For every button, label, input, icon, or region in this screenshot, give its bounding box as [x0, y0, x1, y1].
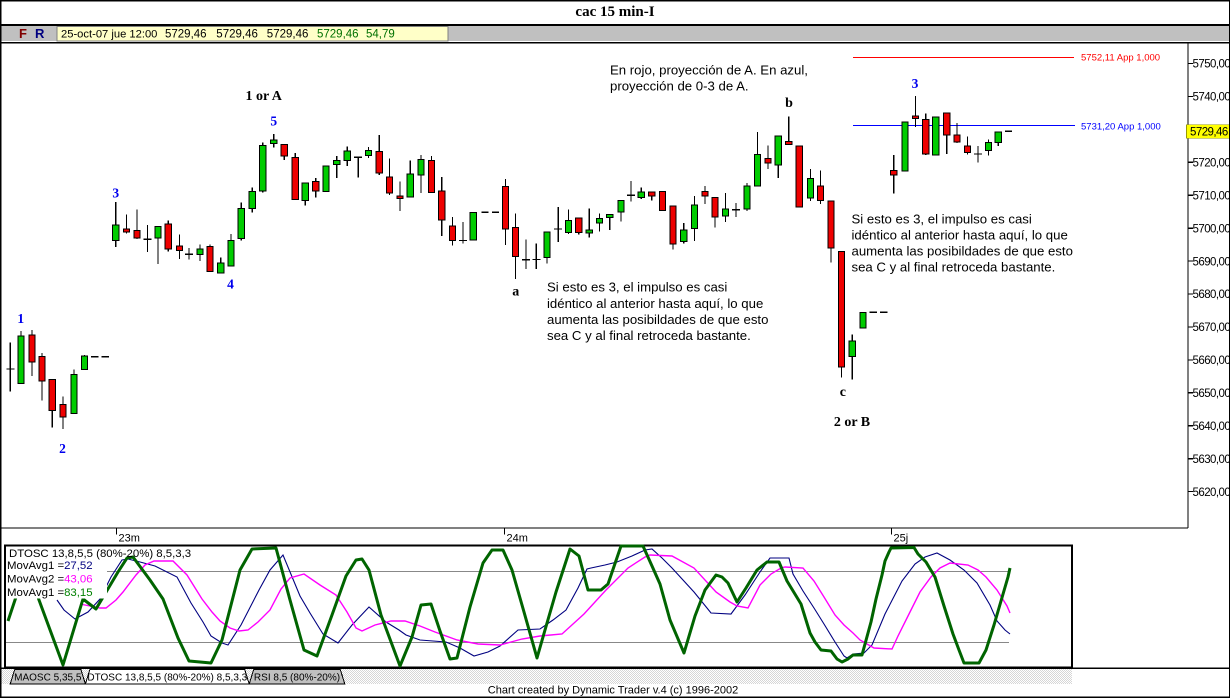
- svg-text:MovAvg1 =83,15: MovAvg1 =83,15: [7, 587, 93, 599]
- svg-text:proyección de 0-3 de A.: proyección de 0-3 de A.: [610, 79, 749, 94]
- svg-text:2 or B: 2 or B: [834, 415, 870, 430]
- svg-text:5690,00: 5690,00: [1193, 256, 1230, 268]
- svg-text:3: 3: [912, 76, 919, 91]
- svg-text:54,79: 54,79: [366, 29, 395, 41]
- svg-text:23m: 23m: [119, 533, 140, 545]
- svg-text:25j: 25j: [894, 533, 909, 545]
- svg-text:R: R: [35, 26, 45, 41]
- svg-text:5729,46: 5729,46: [1190, 126, 1228, 138]
- svg-text:DTOSC 13,8,5,5 (80%-20%) 8,5,3: DTOSC 13,8,5,5 (80%-20%) 8,5,3,3: [9, 548, 191, 560]
- svg-text:MovAvg2 =43,06: MovAvg2 =43,06: [7, 574, 93, 586]
- svg-text:aumenta las posibildades de qu: aumenta las posibildades de que esto: [852, 244, 1073, 259]
- svg-text:sea C y al final retroceda bas: sea C y al final retroceda bastante.: [852, 260, 1056, 275]
- svg-text:5: 5: [270, 114, 277, 129]
- svg-text:5660,00: 5660,00: [1193, 355, 1230, 367]
- svg-text:5620,00: 5620,00: [1193, 487, 1230, 499]
- svg-text:F: F: [19, 26, 27, 41]
- svg-text:4: 4: [227, 277, 234, 292]
- svg-text:5752,11 App 1,000: 5752,11 App 1,000: [1081, 53, 1160, 64]
- svg-text:5650,00: 5650,00: [1193, 388, 1230, 400]
- svg-text:DTOSC 13,8,5,5 (80%-20%) 8,5,3: DTOSC 13,8,5,5 (80%-20%) 8,5,3,3: [87, 673, 247, 684]
- svg-text:5680,00: 5680,00: [1193, 289, 1230, 301]
- svg-text:5740,00: 5740,00: [1193, 92, 1230, 104]
- svg-text:5710,00: 5710,00: [1193, 190, 1230, 202]
- svg-text:5720,00: 5720,00: [1193, 158, 1230, 170]
- svg-text:5670,00: 5670,00: [1193, 322, 1230, 334]
- svg-text:idéntico al anterior hasta aqu: idéntico al anterior hasta aquí, lo que: [547, 296, 763, 311]
- svg-text:25-oct-07 jue 12:00: 25-oct-07 jue 12:00: [61, 29, 157, 41]
- svg-text:5640,00: 5640,00: [1193, 421, 1230, 433]
- svg-text:c: c: [840, 385, 846, 400]
- svg-text:Chart created by Dynamic Trade: Chart created by Dynamic Trader v.4 (c) …: [488, 685, 738, 697]
- svg-text:MAOSC 5,35,5: MAOSC 5,35,5: [14, 673, 82, 684]
- svg-text:5731,20 App 1,000: 5731,20 App 1,000: [1081, 122, 1161, 133]
- svg-text:cac 15 min-I: cac 15 min-I: [575, 4, 654, 20]
- svg-text:Si esto es 3, el impulso es ca: Si esto es 3, el impulso es casi: [547, 280, 727, 295]
- svg-text:MovAvg1 =27,52: MovAvg1 =27,52: [7, 560, 93, 572]
- svg-text:1 or A: 1 or A: [246, 89, 283, 104]
- svg-text:5630,00: 5630,00: [1193, 454, 1230, 466]
- svg-text:5729,46: 5729,46: [216, 29, 258, 41]
- svg-text:a: a: [512, 285, 519, 300]
- svg-text:RSI 8,5 (80%-20%): RSI 8,5 (80%-20%): [254, 673, 340, 684]
- svg-text:En rojo, proyección de A. En a: En rojo, proyección de A. En azul,: [610, 63, 808, 78]
- svg-text:5729,46: 5729,46: [267, 29, 309, 41]
- svg-text:aumenta las posibildades de qu: aumenta las posibildades de que esto: [547, 312, 768, 327]
- svg-text:idéntico al anterior hasta aqu: idéntico al anterior hasta aquí, lo que: [852, 228, 1068, 243]
- svg-text:3: 3: [112, 186, 119, 201]
- svg-text:5729,46: 5729,46: [165, 29, 207, 41]
- svg-text:b: b: [785, 96, 793, 111]
- svg-text:24m: 24m: [507, 533, 528, 545]
- svg-text:Si esto es 3, el impulso es ca: Si esto es 3, el impulso es casi: [852, 211, 1032, 226]
- svg-text:5700,00: 5700,00: [1193, 223, 1230, 235]
- svg-text:2: 2: [59, 441, 66, 456]
- svg-text:5750,00: 5750,00: [1193, 59, 1230, 71]
- svg-text:sea C y al final retroceda bas: sea C y al final retroceda bastante.: [547, 328, 751, 343]
- svg-text:5729,46: 5729,46: [317, 29, 359, 41]
- svg-text:1: 1: [17, 311, 24, 326]
